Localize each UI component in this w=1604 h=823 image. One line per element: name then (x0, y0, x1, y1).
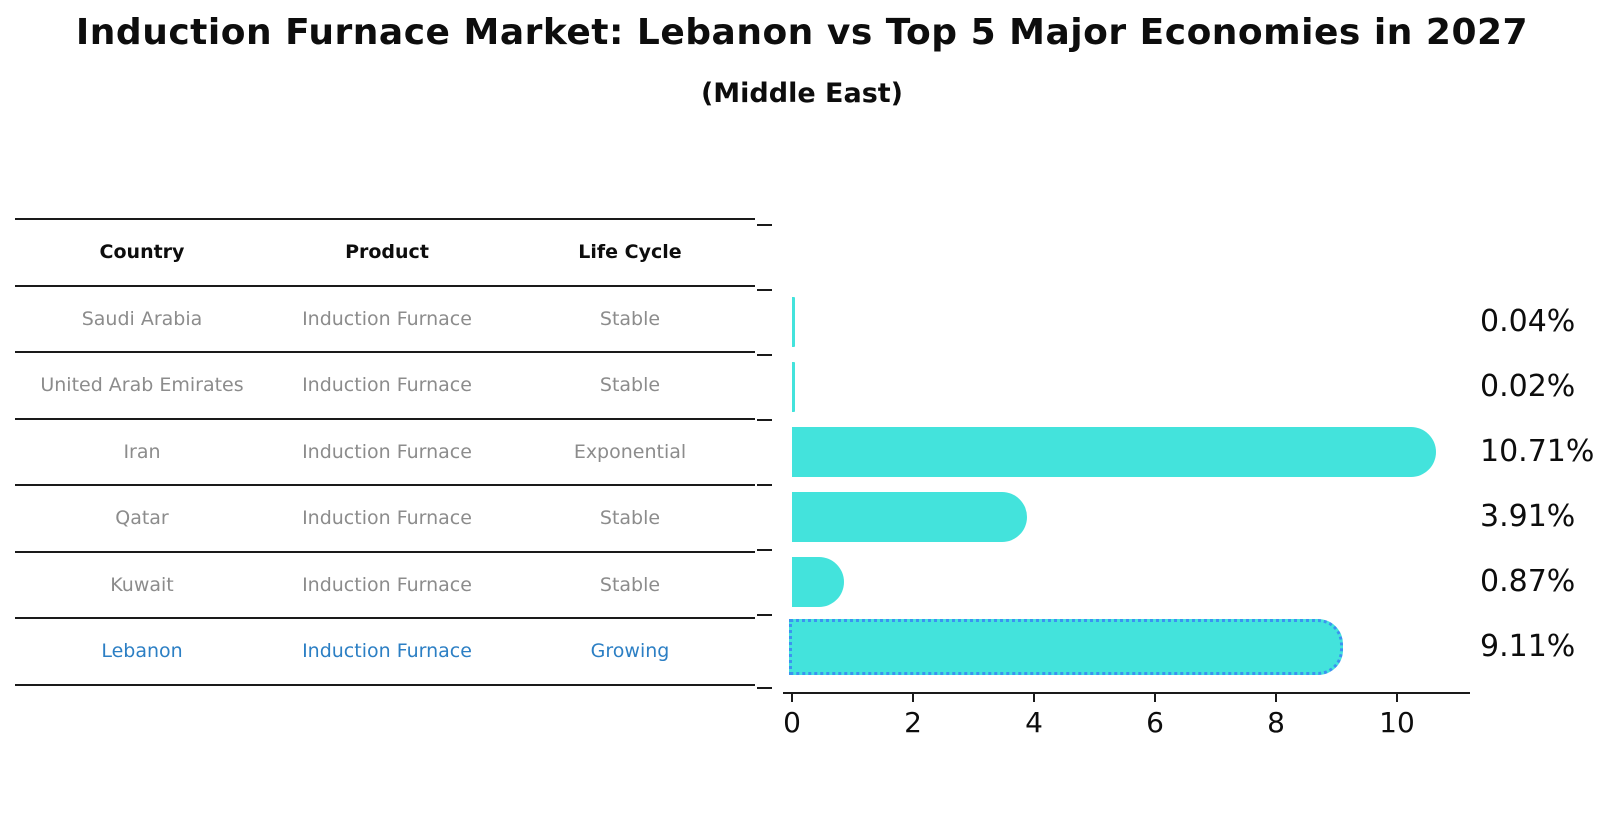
table-row-qatar: Qatar Induction Furnace Stable (15, 484, 755, 551)
life-cycle-cell: Exponential (573, 440, 687, 463)
bar-value-label: 9.11% (1480, 629, 1576, 664)
bar-value-label: 3.91% (1480, 499, 1576, 534)
x-axis-line (783, 692, 1470, 694)
country-cell: United Arab Emirates (40, 374, 244, 397)
country-cell: Kuwait (110, 573, 174, 596)
country-cell: Iran (123, 440, 161, 463)
life-cycle-cell: Stable (599, 307, 661, 330)
product-cell: Induction Furnace (302, 507, 472, 530)
bar-qatar (792, 492, 1027, 542)
bar-saudi-arabia (792, 297, 795, 347)
column-header-life-cycle: Life Cycle (578, 241, 682, 264)
bar-value-label: 10.71% (1480, 434, 1595, 469)
x-axis-tick-label: 4 (1025, 706, 1043, 739)
x-axis-tick (912, 694, 914, 702)
x-axis-tick (1275, 694, 1277, 702)
table-row-kuwait: Kuwait Induction Furnace Stable (15, 550, 755, 618)
x-axis-tick-label: 6 (1146, 706, 1164, 739)
country-comparison-table: Country Product Life Cycle Saudi Arabia … (15, 218, 755, 686)
y-axis-tick (757, 419, 772, 421)
life-cycle-cell: Stable (599, 573, 661, 596)
bar-kuwait (792, 557, 845, 607)
product-cell: Induction Furnace (302, 374, 472, 397)
page-title: Induction Furnace Market: Lebanon vs Top… (75, 12, 1529, 53)
product-cell: Induction Furnace (302, 307, 472, 330)
column-header-country: Country (99, 241, 185, 264)
country-cell: Qatar (115, 507, 169, 530)
country-cell: Lebanon (101, 640, 183, 663)
product-cell: Induction Furnace (302, 440, 472, 463)
y-axis-tick (757, 549, 772, 551)
y-axis-tick (757, 224, 772, 226)
x-axis-tick-label: 2 (904, 706, 922, 739)
x-axis-tick-label: 10 (1379, 706, 1415, 739)
x-axis-tick (1396, 694, 1398, 702)
bar-value-label: 0.87% (1480, 564, 1576, 599)
bar-value-label: 0.02% (1480, 369, 1576, 404)
table-row-lebanon: Lebanon Induction Furnace Growing (15, 617, 755, 686)
x-axis-tick (1154, 694, 1156, 702)
y-axis-tick (757, 687, 772, 689)
table-row-saudi-arabia: Saudi Arabia Induction Furnace Stable (15, 284, 755, 352)
y-axis-tick (757, 354, 772, 356)
life-cycle-cell: Stable (599, 374, 661, 397)
bar-iran (792, 427, 1436, 477)
table-row-uae: United Arab Emirates Induction Furnace S… (15, 351, 755, 418)
x-axis-tick-label: 8 (1267, 706, 1285, 739)
life-cycle-cell: Stable (599, 507, 661, 530)
life-cycle-cell: Growing (590, 640, 670, 663)
x-axis-tick (791, 694, 793, 702)
page-subtitle: (Middle East) (700, 78, 904, 109)
y-axis-tick (757, 289, 772, 291)
x-axis-tick (1033, 694, 1035, 702)
product-cell: Induction Furnace (302, 640, 472, 663)
table-header-row: Country Product Life Cycle (15, 218, 755, 285)
product-cell: Induction Furnace (302, 573, 472, 596)
y-axis-tick (757, 614, 772, 616)
country-cell: Saudi Arabia (81, 307, 203, 330)
y-axis-tick (757, 484, 772, 486)
bar-value-label: 0.04% (1480, 304, 1576, 339)
bar-united-arab-emirates (792, 362, 795, 412)
x-axis-tick-label: 0 (783, 706, 801, 739)
bar-lebanon (789, 619, 1343, 675)
table-row-iran: Iran Induction Furnace Exponential (15, 417, 755, 485)
column-header-product: Product (345, 241, 429, 264)
